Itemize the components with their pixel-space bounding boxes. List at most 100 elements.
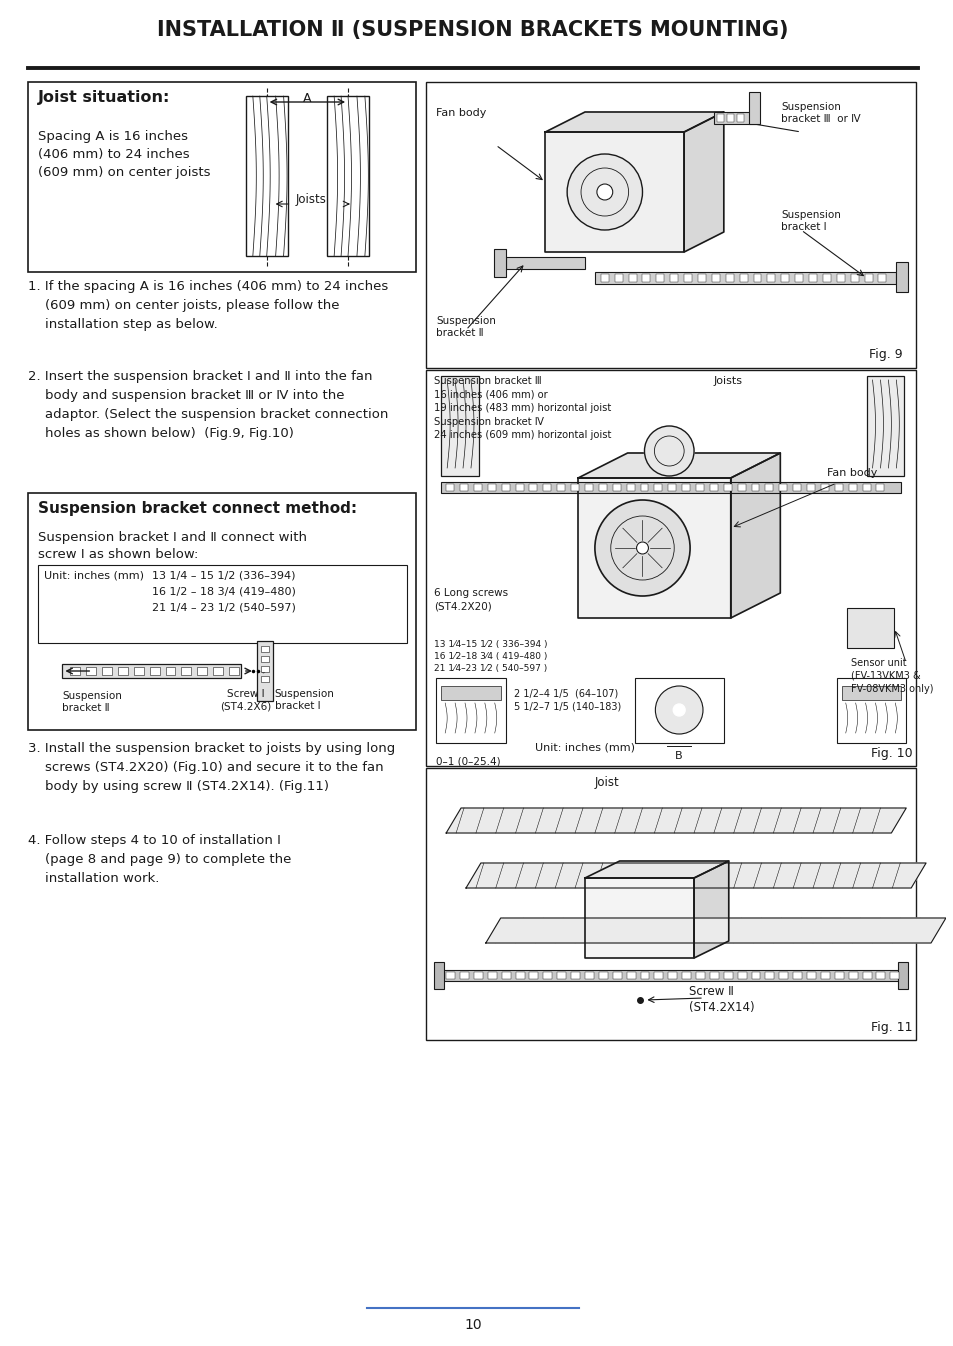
Bar xyxy=(654,972,662,979)
Circle shape xyxy=(655,686,702,734)
Bar xyxy=(726,114,733,122)
Bar xyxy=(434,962,444,989)
Bar xyxy=(863,275,872,283)
Bar xyxy=(889,972,899,979)
Bar xyxy=(133,668,144,674)
Text: Sensor unit
(FV-13VKM3 &
FV-08VKM3 only): Sensor unit (FV-13VKM3 & FV-08VKM3 only) xyxy=(850,658,932,693)
Polygon shape xyxy=(683,112,723,252)
Bar xyxy=(878,275,885,283)
Bar xyxy=(634,678,723,743)
Polygon shape xyxy=(545,132,683,252)
Bar xyxy=(713,112,758,124)
Bar xyxy=(584,485,593,491)
Bar xyxy=(459,485,468,491)
Bar xyxy=(696,972,704,979)
Bar xyxy=(723,485,731,491)
Text: Suspension
bracket Ⅰ: Suspension bracket Ⅰ xyxy=(274,689,335,712)
Bar xyxy=(753,275,760,283)
Circle shape xyxy=(644,425,694,476)
Bar xyxy=(654,485,661,491)
Text: 21 1/4 – 23 1/2 (540–597): 21 1/4 – 23 1/2 (540–597) xyxy=(152,603,295,612)
Bar xyxy=(440,970,901,981)
Circle shape xyxy=(597,184,612,201)
Bar xyxy=(557,485,564,491)
Bar xyxy=(213,668,223,674)
Bar xyxy=(739,275,747,283)
Bar xyxy=(716,114,723,122)
Text: Suspension bracket Ⅲ
16 inches (406 mm) or
19 inches (483 mm) horizontal joist
S: Suspension bracket Ⅲ 16 inches (406 mm) … xyxy=(434,376,611,440)
Bar xyxy=(848,485,856,491)
Bar xyxy=(436,678,505,743)
Bar xyxy=(181,668,192,674)
Bar xyxy=(71,668,80,674)
Bar xyxy=(779,972,787,979)
Bar xyxy=(795,275,802,283)
Bar xyxy=(806,485,814,491)
Bar xyxy=(229,668,238,674)
Text: 6 Long screws
(ST4.2X20): 6 Long screws (ST4.2X20) xyxy=(434,588,508,611)
Polygon shape xyxy=(446,808,905,833)
Bar xyxy=(808,275,816,283)
Bar xyxy=(698,275,705,283)
Polygon shape xyxy=(485,918,945,944)
Bar xyxy=(598,972,607,979)
Text: Unit: inches (mm): Unit: inches (mm) xyxy=(535,742,635,752)
Text: Fan body: Fan body xyxy=(436,108,486,118)
Bar xyxy=(850,275,858,283)
Text: Suspension bracket connect method:: Suspension bracket connect method: xyxy=(37,501,356,516)
Bar xyxy=(841,686,901,700)
Bar xyxy=(426,769,915,1040)
Bar xyxy=(426,370,915,766)
Bar xyxy=(822,275,830,283)
Bar xyxy=(876,972,884,979)
Text: Spacing A is 16 inches: Spacing A is 16 inches xyxy=(37,131,188,143)
Bar xyxy=(62,664,241,678)
Bar xyxy=(846,608,893,647)
Text: Screw Ⅱ
(ST4.2X14): Screw Ⅱ (ST4.2X14) xyxy=(688,985,754,1014)
Bar xyxy=(440,482,901,493)
Bar xyxy=(792,972,801,979)
Bar xyxy=(792,485,801,491)
Bar xyxy=(28,493,416,730)
Bar xyxy=(246,96,287,256)
Text: 1. If the spacing A is 16 inches (406 mm) to 24 inches
    (609 mm) on center jo: 1. If the spacing A is 16 inches (406 mm… xyxy=(28,280,388,331)
Text: Fan body: Fan body xyxy=(826,468,877,478)
Bar xyxy=(614,275,622,283)
Bar xyxy=(494,249,505,277)
Bar xyxy=(474,485,481,491)
Bar xyxy=(821,972,829,979)
Bar xyxy=(595,272,896,284)
Text: screw Ⅰ as shown below:: screw Ⅰ as shown below: xyxy=(37,548,198,561)
Bar xyxy=(834,485,841,491)
Bar xyxy=(28,82,416,272)
Bar xyxy=(584,972,594,979)
Polygon shape xyxy=(694,861,728,958)
Text: Joist situation:: Joist situation: xyxy=(37,90,170,105)
Bar xyxy=(865,376,903,476)
Polygon shape xyxy=(578,478,730,618)
Circle shape xyxy=(673,704,684,716)
Polygon shape xyxy=(465,863,925,888)
Text: Suspension
bracket Ⅱ: Suspension bracket Ⅱ xyxy=(436,316,496,338)
Text: Joists: Joists xyxy=(295,194,326,206)
Bar xyxy=(898,962,907,989)
Bar xyxy=(543,485,551,491)
Bar xyxy=(834,972,842,979)
Bar xyxy=(626,485,634,491)
Bar xyxy=(459,972,469,979)
Text: (406 mm) to 24 inches: (406 mm) to 24 inches xyxy=(37,148,189,162)
Bar xyxy=(806,972,815,979)
Circle shape xyxy=(636,542,648,555)
Text: Fig. 11: Fig. 11 xyxy=(870,1022,911,1034)
Bar xyxy=(628,275,636,283)
Text: Suspension bracket Ⅰ and Ⅱ connect with: Suspension bracket Ⅰ and Ⅱ connect with xyxy=(37,532,306,544)
Bar xyxy=(487,972,497,979)
Text: 4. Follow steps 4 to 10 of installation Ⅰ
    (page 8 and page 9) to complete th: 4. Follow steps 4 to 10 of installation … xyxy=(28,835,291,886)
Bar xyxy=(668,972,677,979)
Polygon shape xyxy=(578,454,780,478)
Bar xyxy=(709,485,717,491)
Bar xyxy=(836,275,843,283)
Bar xyxy=(515,485,523,491)
Bar xyxy=(37,565,406,643)
Bar xyxy=(598,485,606,491)
